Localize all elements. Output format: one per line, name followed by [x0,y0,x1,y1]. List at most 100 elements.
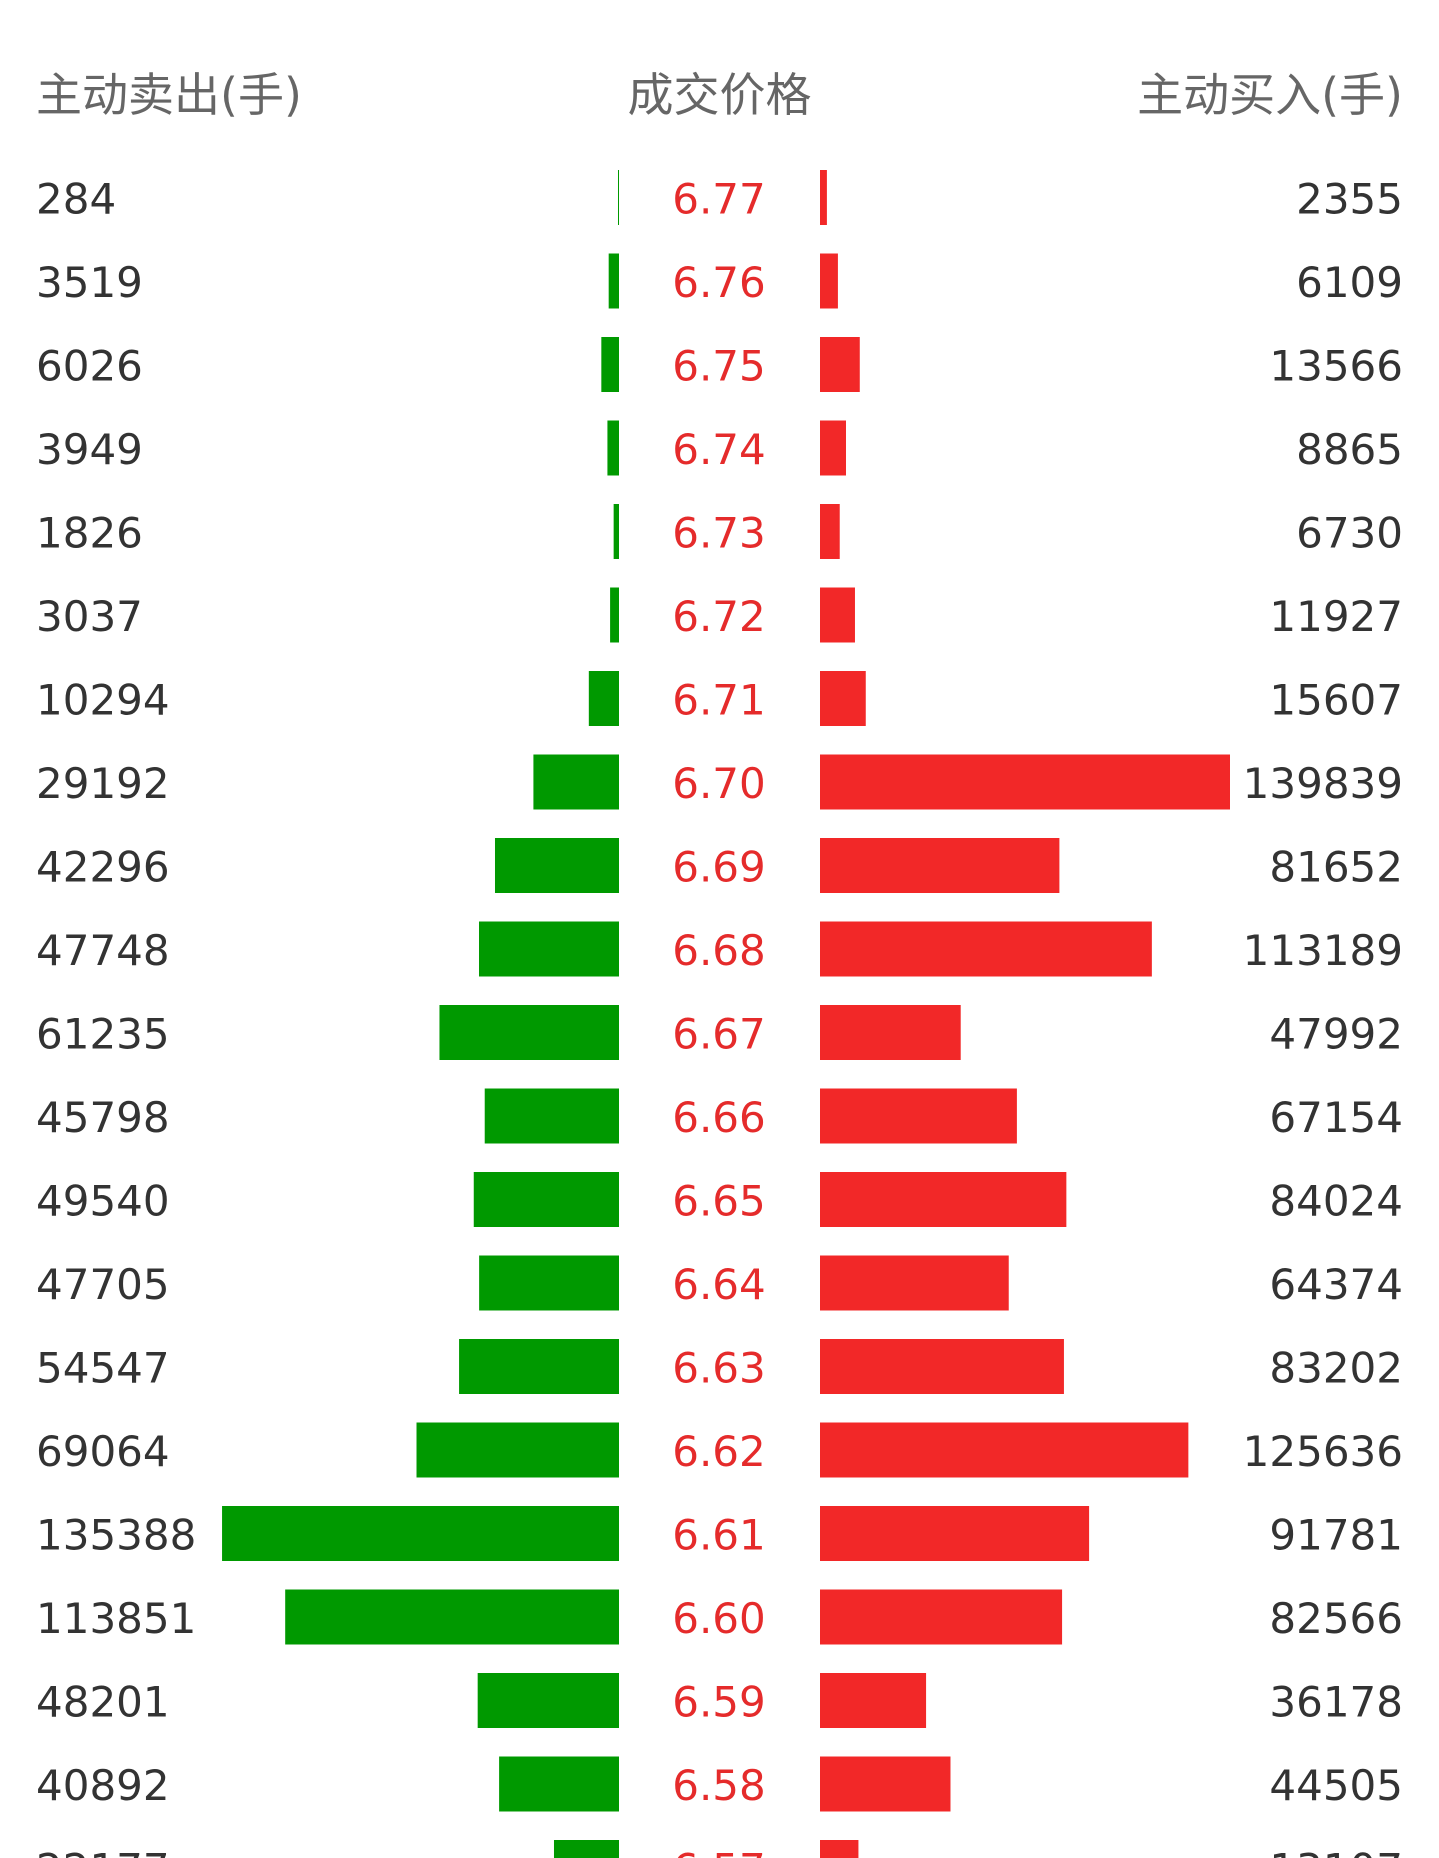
buy-volume-label: 84024 [1269,1177,1403,1226]
sell-bar [588,671,619,726]
sell-bar [607,420,619,476]
buy-volume-label: 13107 [1269,1845,1403,1858]
sell-bar [479,1255,619,1311]
sell-bar [608,253,619,309]
sell-volume-label: 3037 [36,592,143,641]
price-column-header: 成交价格 [627,68,812,122]
sell-bar [499,1756,619,1812]
sell-volume-label: 48201 [36,1678,170,1727]
buy-bar [820,1673,927,1728]
price-label: 6.62 [672,1427,766,1476]
price-label: 6.74 [672,425,766,474]
buy-bar [820,1422,1189,1478]
price-label: 6.57 [672,1845,766,1858]
sell-volume-label: 22177 [36,1845,170,1858]
sell-bar [479,921,619,977]
sell-bar [222,1506,619,1561]
sell-bar [477,1673,619,1728]
sell-bar [285,1589,619,1645]
sell-volume-label: 1826 [36,509,143,558]
buy-volume-label: 2355 [1296,175,1403,224]
buy-volume-label: 82566 [1269,1594,1403,1643]
sell-volume-label: 69064 [36,1427,170,1476]
buy-volume-label: 83202 [1269,1344,1403,1393]
sell-bar [533,754,619,810]
buy-volume-label: 67154 [1269,1093,1403,1142]
buy-bar [820,587,855,643]
sell-volume-label: 135388 [36,1511,196,1560]
buy-bar [820,1756,951,1812]
buy-volume-label: 11927 [1269,592,1403,641]
price-label: 6.58 [672,1761,766,1810]
buy-volume-label: 8865 [1296,425,1403,474]
price-label: 6.76 [672,258,766,307]
buy-volume-label: 36178 [1269,1678,1403,1727]
sell-volume-label: 42296 [36,843,170,892]
sell-bar [601,337,619,392]
sell-volume-label: 47705 [36,1260,170,1309]
buy-volume-label: 81652 [1269,843,1403,892]
price-label: 6.67 [672,1010,766,1059]
buy-volume-label: 6730 [1296,509,1403,558]
buy-bar [820,1589,1063,1645]
price-label: 6.65 [672,1177,766,1226]
sell-volume-label: 3949 [36,425,143,474]
price-label: 6.73 [672,509,766,558]
sell-volume-label: 3519 [36,258,143,307]
buy-bar [820,504,840,559]
price-label: 6.69 [672,843,766,892]
buy-volume-label: 44505 [1269,1761,1403,1810]
sell-volume-label: 284 [36,175,116,224]
sell-column-header: 主动卖出(手) [36,68,302,122]
sell-volume-label: 54547 [36,1344,170,1393]
buy-volume-label: 15607 [1269,676,1403,725]
buy-bar [820,253,838,309]
buy-bar [820,1255,1009,1311]
buy-bar [820,1088,1017,1144]
price-label: 6.60 [672,1594,766,1643]
sell-volume-label: 61235 [36,1010,170,1059]
price-label: 6.70 [672,759,766,808]
sell-bar [618,170,619,225]
price-label: 6.71 [672,676,766,725]
sell-bar [484,1088,619,1144]
buy-bar [820,337,860,392]
sell-bar [439,1005,619,1060]
sell-volume-label: 45798 [36,1093,170,1142]
buy-bar [820,838,1060,893]
sell-volume-label: 113851 [36,1594,196,1643]
buy-volume-label: 91781 [1269,1511,1403,1560]
buy-bar [820,921,1152,977]
price-label: 6.75 [672,342,766,391]
sell-volume-label: 40892 [36,1761,170,1810]
sell-bar [494,838,619,893]
price-label: 6.72 [672,592,766,641]
sell-volume-label: 47748 [36,926,170,975]
price-label: 6.64 [672,1260,766,1309]
buy-volume-label: 64374 [1269,1260,1403,1309]
price-label: 6.63 [672,1344,766,1393]
buy-bar [820,1172,1067,1227]
buy-volume-label: 139839 [1243,759,1403,808]
sell-volume-label: 29192 [36,759,170,808]
price-label: 6.61 [672,1511,766,1560]
sell-bar [553,1840,619,1858]
buy-volume-label: 113189 [1243,926,1403,975]
price-label: 6.59 [672,1678,766,1727]
buy-column-header: 主动买入(手) [1137,68,1403,122]
buy-bar [820,420,846,476]
sell-bar [459,1339,619,1394]
price-label: 6.68 [672,926,766,975]
sell-bar [473,1172,619,1227]
buy-bar [820,754,1230,810]
sell-bar [416,1422,619,1478]
buy-bar [820,1506,1090,1561]
price-label: 6.66 [672,1093,766,1142]
sell-volume-label: 6026 [36,342,143,391]
buy-bar [820,1339,1064,1394]
sell-volume-label: 49540 [36,1177,170,1226]
sell-volume-label: 10294 [36,676,170,725]
sell-bar [613,504,619,559]
buy-bar [820,1840,859,1858]
